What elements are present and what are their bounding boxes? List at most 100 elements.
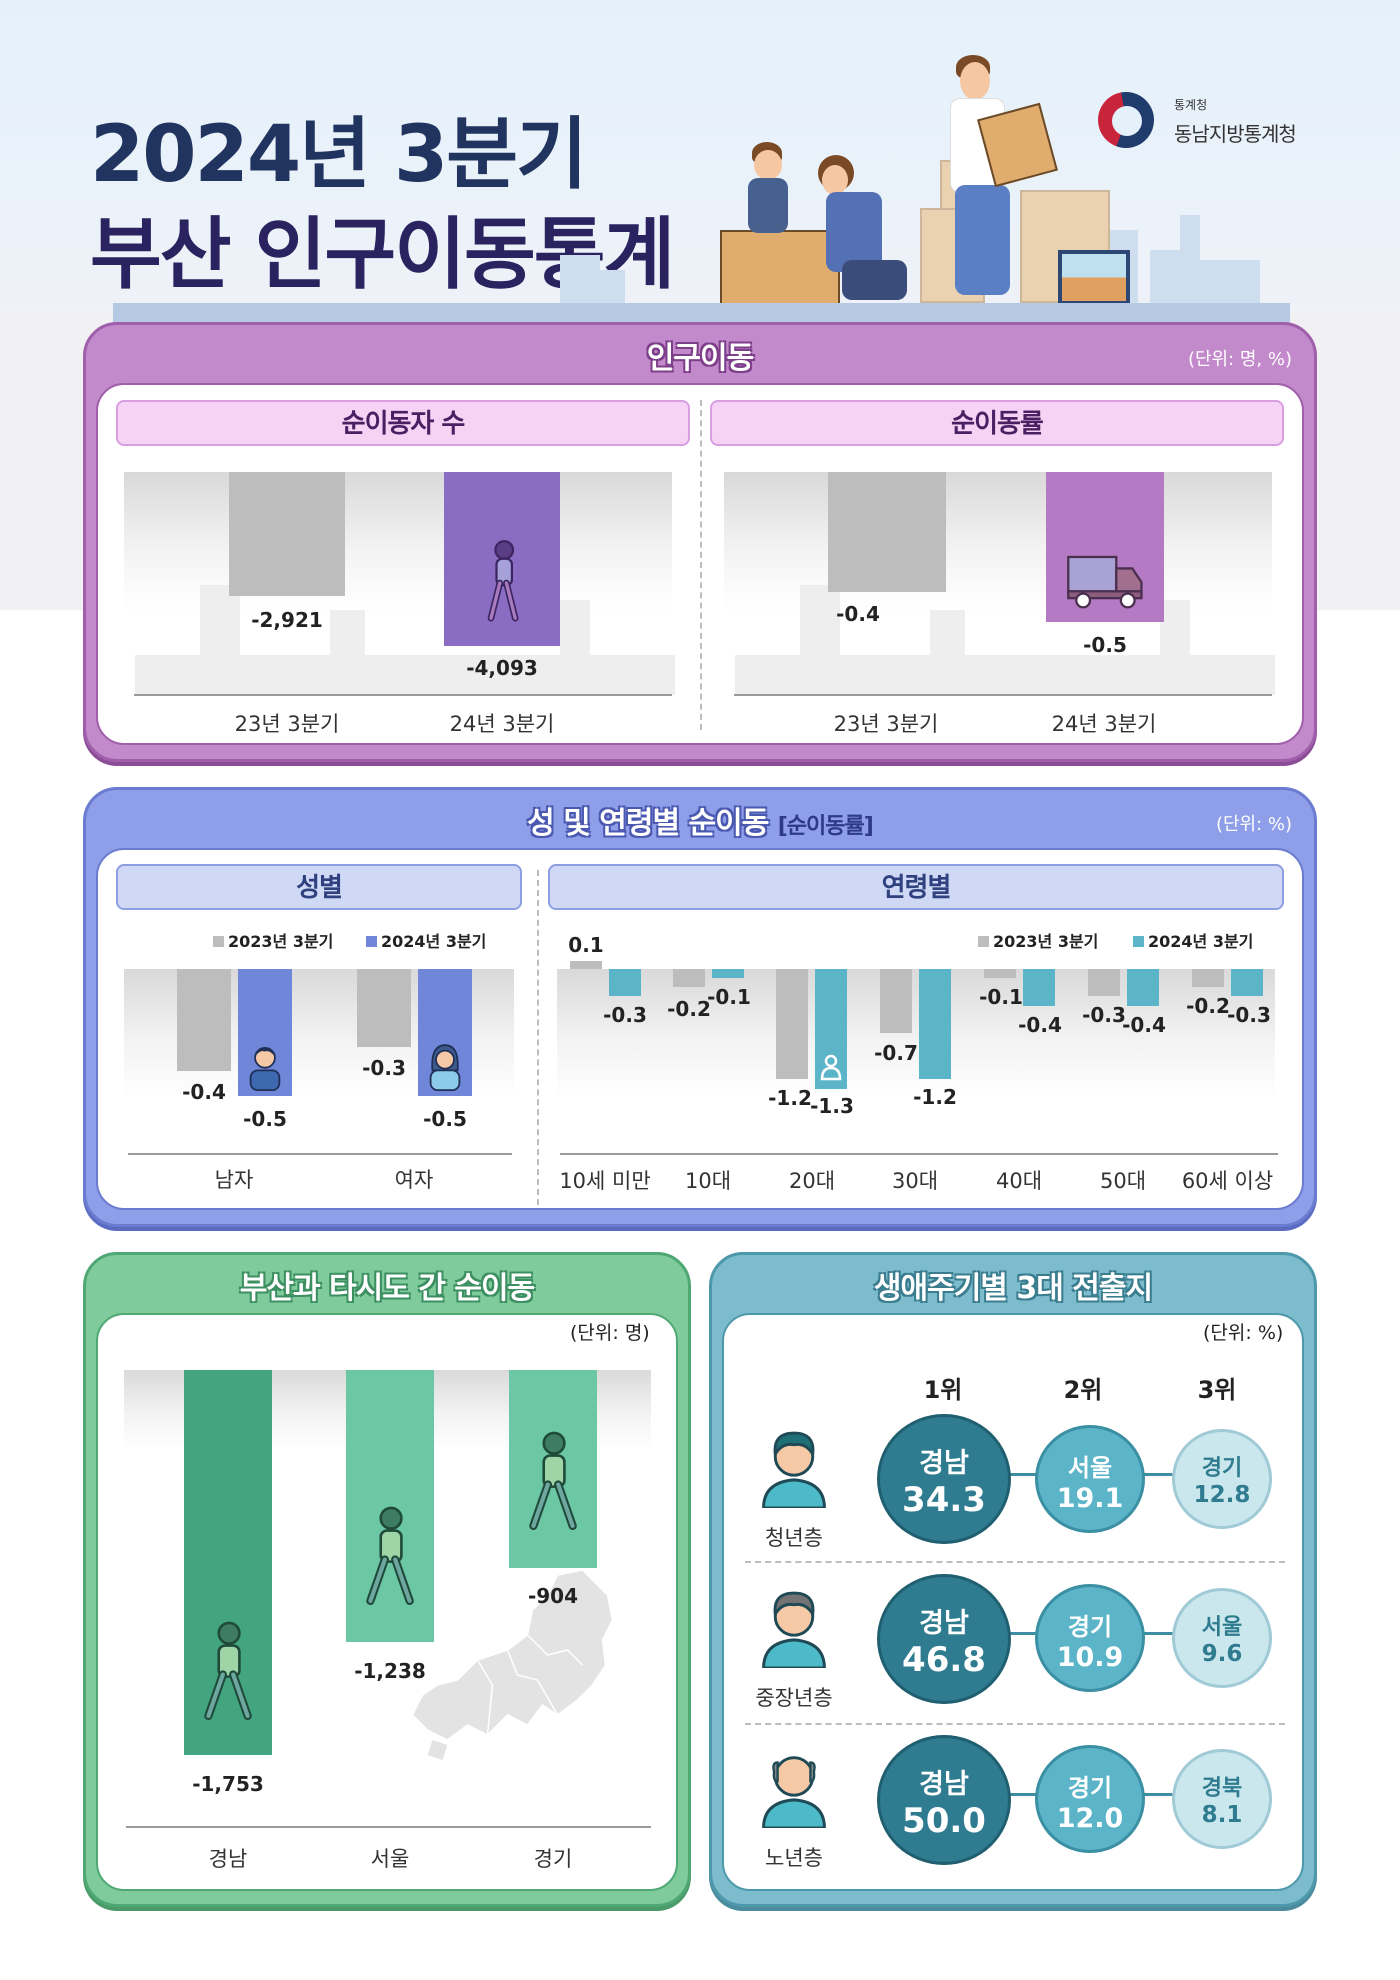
bar-50s-2023 bbox=[1088, 969, 1120, 996]
bar-23q3 bbox=[828, 472, 946, 592]
bar-male-2024 bbox=[238, 969, 292, 1096]
value-label: -2,921 bbox=[251, 608, 323, 632]
bar-u10-2024 bbox=[609, 969, 641, 996]
row-divider bbox=[745, 1561, 1285, 1563]
ground-strip bbox=[113, 303, 1290, 323]
value-label: 0.1 bbox=[568, 933, 604, 957]
middle-aged-avatar-icon bbox=[762, 1591, 826, 1668]
rank3-circle: 경북 8.1 bbox=[1172, 1749, 1272, 1849]
rank3-circle: 서울 9.6 bbox=[1172, 1588, 1272, 1688]
value-label: -904 bbox=[527, 1584, 579, 1608]
value-label: -0.5 bbox=[423, 1107, 467, 1131]
bar-gyeonggi bbox=[509, 1370, 597, 1568]
divider bbox=[700, 400, 702, 730]
value-label: -0.1 bbox=[707, 985, 751, 1009]
x-label: 20대 bbox=[788, 1169, 836, 1193]
x-label: 경기 bbox=[533, 1847, 573, 1871]
rank2-circle: 경기 12.0 bbox=[1035, 1745, 1145, 1853]
unit-label: (단위: 명, %) bbox=[1187, 349, 1292, 370]
value-label: -0.3 bbox=[362, 1056, 406, 1080]
bar-u10-2023 bbox=[570, 961, 602, 969]
bar-male-2023 bbox=[177, 969, 231, 1071]
unit-label: (단위: 명) bbox=[570, 1322, 650, 1344]
legend-2024: 2024년 3분기 bbox=[366, 928, 486, 952]
frame-picture bbox=[1058, 250, 1130, 305]
value-label: -0.2 bbox=[667, 997, 711, 1021]
female-avatar-icon bbox=[429, 1044, 461, 1091]
agency-parent: 통계청 bbox=[1174, 98, 1208, 112]
agency-name: 동남지방통계청 bbox=[1174, 122, 1297, 146]
value-label: -0.7 bbox=[874, 1041, 918, 1065]
x-label: 60세 이상 bbox=[1181, 1169, 1274, 1193]
rank2-circle: 서울 19.1 bbox=[1035, 1425, 1145, 1533]
rank3-circle: 경기 12.8 bbox=[1172, 1429, 1272, 1529]
value-label: -0.5 bbox=[1083, 633, 1127, 657]
bar-23q3 bbox=[229, 472, 345, 596]
life-group-label: 중장년층 bbox=[755, 1686, 833, 1710]
value-label: -1,238 bbox=[354, 1659, 426, 1683]
bar-gyeongnam bbox=[184, 1370, 272, 1755]
rank-header: 3위 bbox=[1197, 1376, 1237, 1404]
value-label: -0.4 bbox=[1018, 1013, 1062, 1037]
legend-2024: 2024년 3분기 bbox=[1133, 928, 1253, 952]
subhead-sex: 성별 bbox=[116, 864, 522, 910]
truck-icon bbox=[1067, 555, 1143, 609]
bar-24q3 bbox=[1046, 472, 1164, 622]
title-suffix: [순이동률] bbox=[777, 814, 874, 839]
section-title: 인구이동 bbox=[646, 341, 754, 376]
bar-20s-2024 bbox=[815, 969, 847, 1089]
life-group-label: 노년층 bbox=[765, 1846, 823, 1870]
busan-map-icon bbox=[411, 1569, 614, 1760]
bar-30s-2024 bbox=[919, 969, 951, 1079]
bar-seoul bbox=[346, 1370, 434, 1642]
male-avatar-icon bbox=[249, 1047, 281, 1091]
subhead-net-migration-rate: 순이동률 bbox=[710, 400, 1284, 446]
bar-female-2024 bbox=[418, 969, 472, 1096]
x-label: 서울 bbox=[370, 1847, 410, 1871]
bar-20s-2023 bbox=[776, 969, 808, 1079]
x-label: 10세 미만 bbox=[559, 1169, 651, 1193]
x-label: 10대 bbox=[684, 1169, 732, 1193]
x-label: 23년 3분기 bbox=[234, 712, 340, 736]
rank1-circle: 경남 50.0 bbox=[877, 1735, 1011, 1865]
x-label: 23년 3분기 bbox=[833, 712, 939, 736]
section-title: 생애주기별 3대 전출지 bbox=[873, 1271, 1153, 1306]
bar-10s-2024 bbox=[712, 969, 744, 978]
legend-2023: 2023년 3분기 bbox=[978, 928, 1098, 952]
value-label: -1.2 bbox=[768, 1086, 812, 1110]
x-label: 40대 bbox=[995, 1169, 1043, 1193]
rank-header: 1위 bbox=[923, 1376, 963, 1404]
value-label: -0.5 bbox=[243, 1107, 287, 1131]
x-label: 24년 3분기 bbox=[449, 712, 555, 736]
value-label: -0.4 bbox=[182, 1080, 226, 1104]
section-title: 부산과 타시도 간 순이동 bbox=[239, 1271, 535, 1306]
bar-30s-2023 bbox=[880, 969, 912, 1033]
value-label: -0.3 bbox=[1227, 1003, 1271, 1027]
rank2-circle: 경기 10.9 bbox=[1035, 1584, 1145, 1692]
bar-50s-2024 bbox=[1127, 969, 1159, 1006]
page-title-line1: 2024년 3분기 bbox=[90, 110, 588, 200]
x-label: 남자 bbox=[214, 1168, 254, 1192]
bar-10s-2023 bbox=[673, 969, 705, 987]
walking-person-icon bbox=[366, 1506, 414, 1606]
value-label: -0.1 bbox=[979, 985, 1023, 1009]
value-label: -0.4 bbox=[1122, 1013, 1166, 1037]
rank1-circle: 경남 46.8 bbox=[877, 1574, 1011, 1704]
walking-person-icon bbox=[529, 1431, 577, 1531]
unit-label: (단위: %) bbox=[1203, 1322, 1284, 1344]
taegeuk-logo-icon bbox=[1098, 92, 1154, 148]
bar-40s-2024 bbox=[1023, 969, 1055, 1006]
title-main: 성 및 연령별 순이동 bbox=[527, 806, 769, 841]
x-label: 경남 bbox=[208, 1847, 248, 1871]
value-label: -1,753 bbox=[192, 1772, 264, 1796]
value-label: -0.3 bbox=[603, 1003, 647, 1027]
person-outline-icon bbox=[820, 1054, 842, 1081]
x-axis bbox=[126, 1826, 651, 1828]
section-title: 성 및 연령별 순이동 [순이동률] bbox=[86, 798, 1314, 842]
bar-40s-2023 bbox=[984, 969, 1016, 978]
x-label: 30대 bbox=[891, 1169, 939, 1193]
bar-60plus-2024 bbox=[1231, 969, 1263, 996]
x-label: 여자 bbox=[394, 1168, 434, 1192]
x-axis bbox=[560, 1153, 1278, 1155]
legend-2023: 2023년 3분기 bbox=[213, 928, 333, 952]
